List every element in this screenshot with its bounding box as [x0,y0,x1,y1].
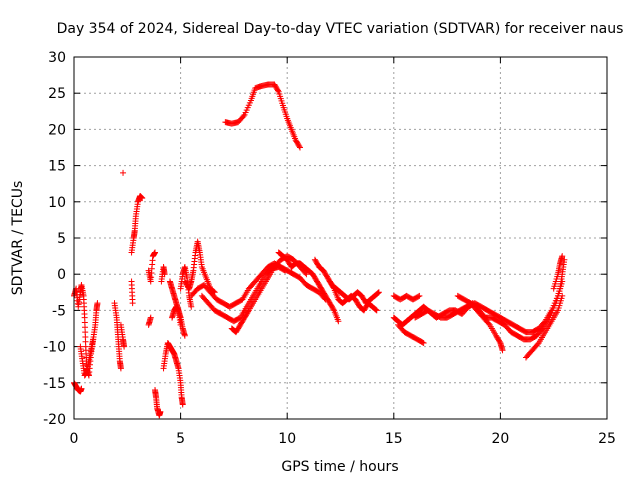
data-point [373,306,380,313]
data-point [121,343,128,350]
y-axis-label: SDTVAR / TECUs [10,181,26,296]
data-point [485,320,492,327]
y-tick-label: 5 [57,231,66,247]
series-arc-d [111,300,124,372]
series-arc-c [77,336,97,379]
data-point [147,314,154,321]
x-tick-label: 0 [70,431,79,447]
series-arc-l [158,263,168,285]
data-point [335,318,342,325]
data-point [117,365,124,372]
data-point [181,332,188,339]
y-tick-label: -10 [43,340,66,356]
data-point [282,267,289,274]
y-tick-label: -15 [43,376,66,392]
data-point [177,321,184,328]
data-point [330,306,337,313]
series-arc-i [145,314,154,328]
data-point [499,347,506,354]
series-arc-q [181,238,218,296]
x-tick-label: 10 [278,431,296,447]
data-points [71,81,568,419]
series-arc-b [71,379,85,395]
data-point [274,87,281,94]
data-point [78,385,85,392]
data-point [538,326,545,333]
series-arc-ac [522,292,566,361]
data-point [330,284,337,291]
data-point [416,292,423,299]
series-arc-m [160,339,186,408]
series-arc-f [120,169,127,176]
series-arc-e [117,321,128,350]
data-point [372,306,379,313]
y-tick-label: -20 [43,412,66,428]
series-arc-ab [454,292,506,354]
series-arc-w [326,278,380,314]
series-arc-upper [222,81,303,151]
grid-layer [74,57,607,419]
data-point [559,253,566,260]
plot-frame [73,56,608,420]
data-point [419,339,426,346]
data-point [188,303,195,310]
data-point [90,336,97,343]
x-tick-label: 5 [176,431,185,447]
data-point [296,143,303,150]
data-point [120,169,127,176]
data-point [559,292,566,299]
x-tick-label: 15 [385,431,403,447]
data-point [375,289,382,296]
data-point [534,341,541,348]
y-tick-label: 0 [57,267,66,283]
data-point [157,408,164,415]
data-point [152,249,159,256]
series-arc-k [152,387,164,419]
data-point [139,195,146,202]
data-point [240,113,247,120]
y-tick-label: 10 [48,195,66,211]
y-tick-label: -5 [52,303,66,319]
series-arc-x [390,292,423,303]
y-tick-label: 30 [48,50,66,66]
y-tick-label: 20 [48,122,66,138]
data-point [129,300,136,307]
series-arc-o [169,303,184,328]
series-arc-u [275,249,342,325]
series-arc-h [128,193,146,256]
data-point [303,271,310,278]
y-tick-label: 15 [48,159,66,175]
chart-title: Day 354 of 2024, Sidereal Day-to-day VTE… [57,21,624,37]
data-point [420,339,427,346]
data-point [375,289,382,296]
x-tick-label: 20 [491,431,509,447]
data-point [415,293,422,300]
data-point [374,290,381,297]
data-point [296,144,303,151]
data-point [245,308,252,315]
data-point [373,307,380,314]
data-point [94,300,101,307]
series-arc-j [145,249,159,285]
series-arc-z [395,321,427,346]
data-point [161,271,168,278]
x-axis-label: GPS time / hours [281,459,398,475]
series-arc-g [128,278,136,307]
data-point [179,401,186,408]
x-tick-label: 25 [598,431,616,447]
y-tick-label: 25 [48,86,66,102]
series-arc-ad [550,253,566,292]
data-point [281,266,288,273]
